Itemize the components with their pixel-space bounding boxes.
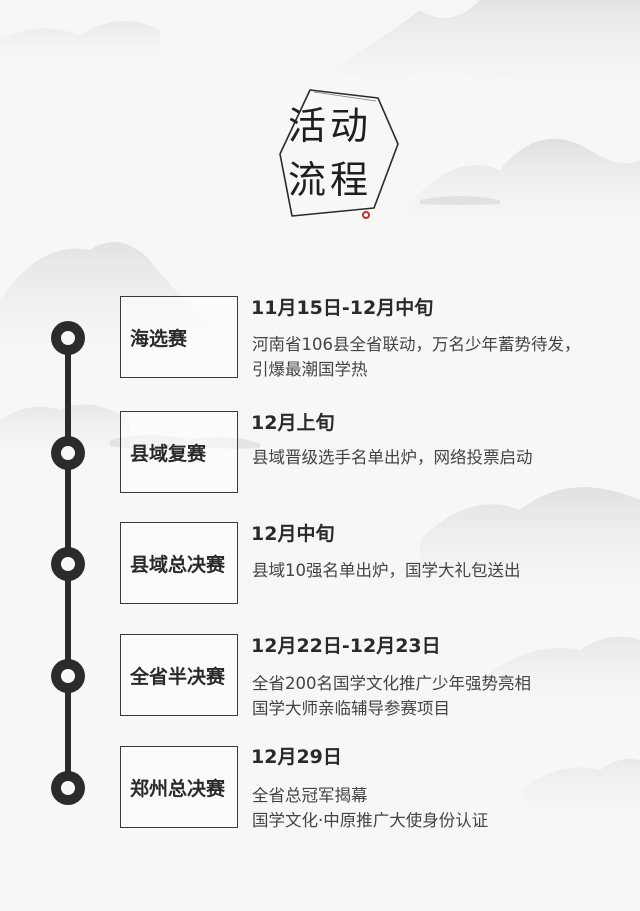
stage-description: 河南省106县全省联动，万名少年蓄势待发， 引爆最潮国学热 (252, 332, 622, 382)
stage-date: 12月22日-12月23日 (251, 635, 441, 657)
timeline-node (51, 659, 85, 693)
timeline-node (51, 547, 85, 581)
title-line-1: 活动 (288, 104, 373, 148)
stage-date: 12月上旬 (251, 412, 335, 434)
red-seal-dot (362, 211, 370, 219)
stage-date: 12月29日 (251, 746, 342, 768)
title-line-2: 流程 (288, 158, 373, 202)
stage-name-box: 县域总决赛 (120, 522, 238, 604)
timeline-node (51, 321, 85, 355)
stage-description-line: 县域晋级选手名单出炉，网络投票启动 (252, 448, 533, 467)
stage-date: 12月中旬 (251, 523, 335, 545)
stage-description: 县域晋级选手名单出炉，网络投票启动 (252, 445, 622, 470)
stage-description-line: 引爆最潮国学热 (252, 360, 368, 379)
stage-description: 全省200名国学文化推广少年强势亮相 国学大师亲临辅导参赛项目 (252, 671, 622, 721)
stage-description-line: 全省200名国学文化推广少年强势亮相 (252, 674, 531, 693)
stage-description-line: 国学大师亲临辅导参赛项目 (252, 699, 450, 718)
title-ink-frame (279, 89, 399, 217)
stage-name-box: 海选赛 (120, 296, 238, 378)
timeline-node (51, 771, 85, 805)
stage-description: 全省总冠军揭幕 国学文化·中原推广大使身份认证 (252, 783, 622, 833)
stage-date: 11月15日-12月中旬 (251, 297, 434, 319)
stage-name-box: 全省半决赛 (120, 634, 238, 716)
stage-description: 县域10强名单出炉，国学大礼包送出 (252, 558, 622, 583)
section-title: 活动 流程 (270, 84, 410, 230)
stage-description-line: 国学文化·中原推广大使身份认证 (252, 811, 489, 830)
stage-description-line: 全省总冠军揭幕 (252, 786, 368, 805)
stage-name-box: 县域复赛 (120, 411, 238, 493)
stage-description-line: 河南省106县全省联动，万名少年蓄势待发， (252, 335, 581, 354)
stage-name-box: 郑州总决赛 (120, 746, 238, 828)
stage-description-line: 县域10强名单出炉，国学大礼包送出 (252, 561, 521, 580)
timeline-node (51, 436, 85, 470)
